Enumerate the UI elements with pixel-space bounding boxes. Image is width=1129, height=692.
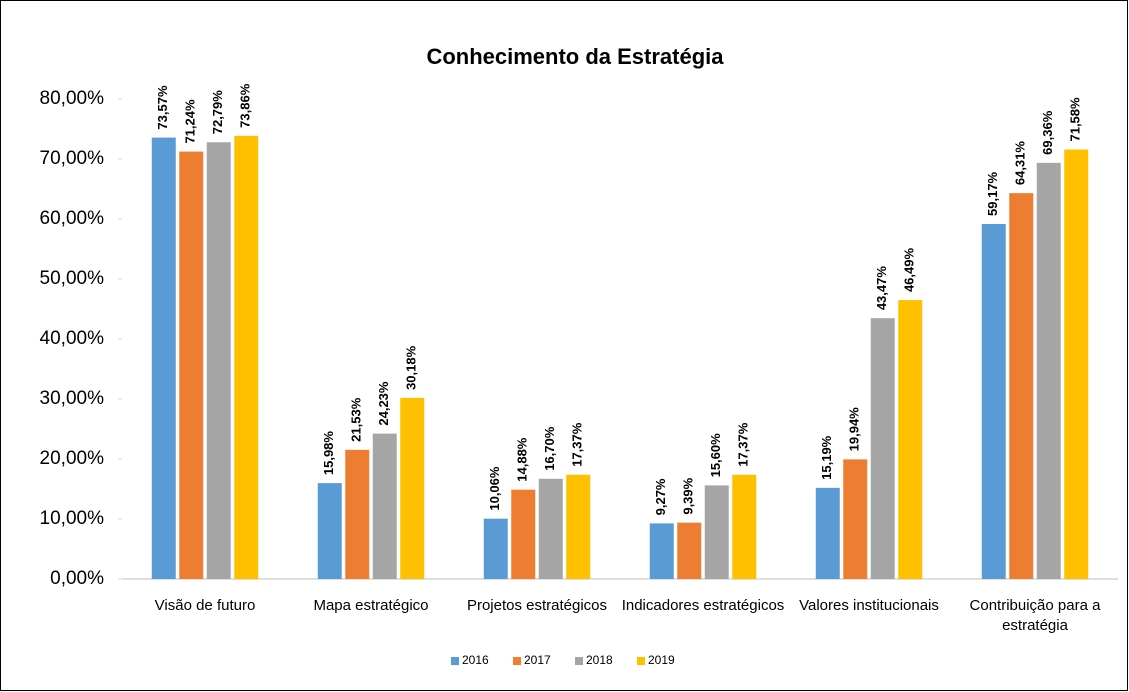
bar <box>843 459 868 579</box>
y-tick-label: 70,00% <box>40 148 105 169</box>
bar <box>1036 162 1061 579</box>
y-tick-label: 60,00% <box>40 208 105 229</box>
data-label: 9,27% <box>653 478 668 515</box>
bar <box>400 397 425 579</box>
data-label: 24,23% <box>376 381 391 426</box>
legend-swatch <box>513 657 521 665</box>
bar <box>511 489 536 579</box>
data-label: 71,24% <box>183 99 198 144</box>
data-label: 17,37% <box>736 422 751 467</box>
data-label: 59,17% <box>985 171 1000 216</box>
data-label: 46,49% <box>902 248 917 293</box>
bar <box>870 318 895 579</box>
bar <box>538 478 563 579</box>
data-label: 15,19% <box>819 435 834 480</box>
x-tick-label: Mapa estratégico <box>313 597 429 614</box>
bar <box>206 142 231 579</box>
data-label: 21,53% <box>349 397 364 442</box>
data-label: 10,06% <box>487 466 502 511</box>
data-label: 19,94% <box>847 407 862 452</box>
bar <box>179 151 204 579</box>
bar <box>677 522 702 579</box>
data-label: 15,98% <box>321 431 336 476</box>
data-label: 43,47% <box>874 266 889 311</box>
data-label: 73,86% <box>238 83 253 128</box>
x-tick-label: Contribuição para a estratégia <box>969 597 1101 634</box>
data-label: 72,79% <box>210 90 225 135</box>
legend-swatch <box>451 657 459 665</box>
data-label: 9,39% <box>681 477 696 514</box>
legend-label: 2016 <box>462 653 489 667</box>
legend-swatch <box>575 657 583 665</box>
bar <box>372 433 397 579</box>
chart-title: Conhecimento da Estratégia <box>426 44 724 69</box>
data-label: 69,36% <box>1040 110 1055 155</box>
y-tick-label: 20,00% <box>40 448 105 469</box>
x-tick-label: Valores institucionais <box>799 597 939 614</box>
x-tick-label: Indicadores estratégicos <box>621 597 785 614</box>
bar <box>815 487 840 579</box>
bar <box>704 485 729 579</box>
data-label: 30,18% <box>404 345 419 390</box>
bar <box>981 223 1006 580</box>
data-label: 14,88% <box>515 437 530 482</box>
bar <box>317 483 342 579</box>
y-tick-label: 0,00% <box>50 568 104 589</box>
data-label: 73,57% <box>155 85 170 130</box>
legend-label: 2018 <box>586 653 613 667</box>
legend-label: 2019 <box>648 653 675 667</box>
bar <box>649 523 674 579</box>
data-label: 15,60% <box>708 433 723 478</box>
bar <box>151 137 176 579</box>
x-tick-label: Visão de futuro <box>154 597 256 614</box>
bar <box>1009 193 1034 579</box>
bar <box>234 135 259 579</box>
y-tick-label: 50,00% <box>40 268 105 289</box>
bar <box>1064 149 1089 579</box>
y-tick-label: 30,00% <box>40 388 105 409</box>
legend-swatch <box>637 657 645 665</box>
y-tick-label: 10,00% <box>40 508 105 529</box>
y-tick-label: 40,00% <box>40 328 105 349</box>
data-label: 17,37% <box>570 422 585 467</box>
legend-label: 2017 <box>524 653 551 667</box>
data-label: 71,58% <box>1068 97 1083 142</box>
bar <box>566 474 591 579</box>
bar <box>898 300 923 579</box>
bar <box>345 449 370 579</box>
y-tick-label: 80,00% <box>40 88 105 109</box>
bar <box>483 518 508 579</box>
x-tick-label: Projetos estratégicos <box>466 597 608 614</box>
bar <box>732 474 757 579</box>
data-label: 16,70% <box>542 426 557 471</box>
data-label: 64,31% <box>1013 141 1028 186</box>
